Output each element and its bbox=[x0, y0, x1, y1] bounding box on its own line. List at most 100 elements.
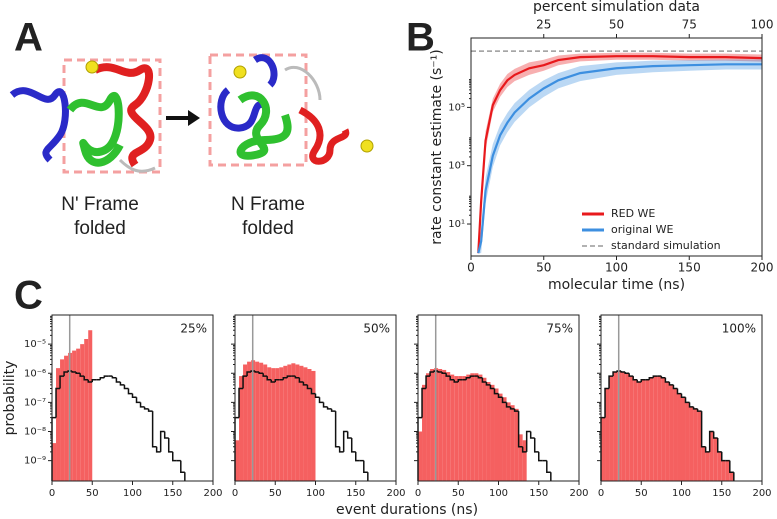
outline-step bbox=[525, 430, 531, 452]
outline-step bbox=[167, 437, 173, 453]
outline-step bbox=[700, 411, 706, 448]
outline-step bbox=[721, 451, 726, 462]
outline-step bbox=[294, 376, 300, 379]
x-tick-label: 200 bbox=[751, 261, 774, 275]
x-tick-label: 200 bbox=[752, 488, 771, 499]
bar bbox=[263, 364, 268, 481]
outline-step bbox=[485, 382, 491, 386]
outline-step bbox=[355, 451, 360, 462]
bar bbox=[60, 359, 65, 481]
outline-step bbox=[143, 406, 149, 410]
outline-step bbox=[648, 377, 654, 380]
bar bbox=[609, 376, 614, 481]
bar bbox=[279, 367, 284, 481]
protein-left bbox=[9, 58, 162, 174]
bar bbox=[458, 376, 463, 481]
bar bbox=[259, 362, 264, 481]
bar bbox=[283, 365, 288, 481]
bar bbox=[705, 451, 710, 481]
panel-label: C bbox=[14, 274, 43, 318]
outline-step bbox=[298, 377, 304, 383]
annotation: 75% bbox=[546, 322, 573, 336]
bar bbox=[697, 411, 702, 481]
outline-step bbox=[282, 377, 288, 380]
x-tick-label: 0 bbox=[232, 488, 238, 499]
outline-step bbox=[262, 373, 268, 377]
outline-step bbox=[322, 402, 328, 408]
bar bbox=[426, 373, 431, 481]
bar bbox=[677, 393, 682, 481]
outline-step bbox=[314, 393, 320, 399]
bar bbox=[613, 372, 618, 481]
x-tick-label: 200 bbox=[569, 488, 588, 499]
outline-step bbox=[103, 375, 109, 378]
bar bbox=[601, 417, 606, 481]
bar bbox=[72, 350, 77, 481]
bar bbox=[466, 374, 471, 481]
outline-step bbox=[87, 379, 93, 383]
bar bbox=[701, 446, 706, 481]
x-tick-label: 0 bbox=[467, 261, 475, 275]
x2-tick-label: 50 bbox=[609, 18, 624, 32]
outline-step bbox=[250, 370, 256, 373]
bar bbox=[685, 402, 690, 481]
outline-step bbox=[163, 431, 169, 439]
bar bbox=[681, 397, 686, 481]
bar bbox=[709, 431, 714, 481]
outline-step bbox=[716, 437, 722, 453]
x-tick-label: 200 bbox=[203, 488, 222, 499]
x-tick-label: 150 bbox=[712, 488, 731, 499]
bar bbox=[84, 338, 89, 481]
bar bbox=[454, 376, 459, 481]
x2-tick-label: 25 bbox=[536, 18, 551, 32]
outline-step bbox=[334, 411, 340, 448]
y-tick-label: 10⁻⁸ bbox=[24, 427, 46, 438]
outline-step bbox=[624, 372, 630, 375]
bar bbox=[64, 355, 69, 481]
bar bbox=[653, 376, 658, 481]
bar bbox=[665, 382, 670, 481]
x-tick-label: 50 bbox=[635, 488, 648, 499]
outline-step bbox=[286, 375, 292, 378]
bar bbox=[673, 388, 678, 481]
outline-step bbox=[270, 379, 276, 383]
outline-step bbox=[274, 378, 280, 383]
bar bbox=[693, 408, 698, 481]
annotation: 100% bbox=[722, 322, 756, 336]
bar bbox=[661, 377, 666, 481]
outline-step bbox=[99, 377, 105, 380]
frame-label: folded bbox=[74, 218, 126, 239]
bar bbox=[490, 384, 495, 481]
outline-step bbox=[652, 375, 658, 378]
outline-step bbox=[465, 377, 471, 380]
x-tick-label: 100 bbox=[672, 488, 691, 499]
x-tick-label: 0 bbox=[415, 488, 421, 499]
bar bbox=[311, 370, 316, 481]
outline-step bbox=[326, 406, 332, 410]
x-tick-label: 150 bbox=[346, 488, 365, 499]
outline-step bbox=[139, 402, 145, 408]
frame-label: N Frame bbox=[231, 194, 305, 215]
outline-step bbox=[628, 373, 634, 377]
x-tick-label: 0 bbox=[49, 488, 55, 499]
outline-step bbox=[612, 371, 618, 377]
bar bbox=[88, 330, 93, 481]
bar bbox=[438, 368, 443, 481]
y-tick-label: 10³ bbox=[448, 161, 465, 172]
outline-step bbox=[91, 378, 97, 383]
bar bbox=[295, 364, 300, 481]
outline-step bbox=[696, 408, 702, 412]
bar bbox=[689, 406, 694, 481]
outline-step bbox=[509, 406, 515, 410]
x-tick-label: 100 bbox=[306, 488, 325, 499]
outline-step bbox=[147, 408, 153, 412]
bar bbox=[291, 363, 296, 481]
outline-step bbox=[306, 384, 312, 390]
bar bbox=[442, 369, 447, 481]
x-axis-label: molecular time (ns) bbox=[548, 277, 685, 293]
outline-step bbox=[672, 384, 678, 390]
bar bbox=[649, 377, 654, 481]
outline-step bbox=[449, 376, 455, 381]
bar bbox=[625, 373, 630, 481]
